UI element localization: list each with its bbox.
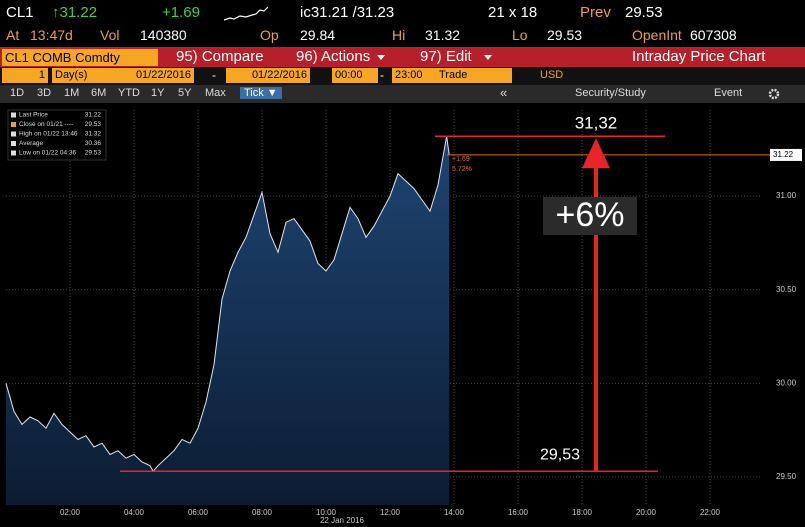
annotation: 5.72% [452,166,472,173]
price-area [6,136,450,505]
y-tick-label: 29.50 [776,472,797,481]
at-label: At [6,27,20,43]
vol-label: Vol [100,27,120,43]
level-label: 29,53 [540,447,580,464]
lo-label: Lo [512,27,528,43]
range-tab[interactable]: Max [205,87,226,99]
annotation: +1.69 [452,156,470,163]
legend-box [7,109,107,161]
tab-bar [0,85,805,103]
range-tab[interactable]: 6M [91,87,107,99]
last-price-label: 31.22 [773,150,794,159]
range-tab[interactable]: 1M [64,87,80,99]
legend-swatch [11,122,16,127]
security-input[interactable]: CL1 COMB Comdty [2,49,158,66]
level-label: 31,32 [575,114,618,133]
collapse-button[interactable]: « [500,85,508,100]
unit-select[interactable]: Day(s) [52,68,112,83]
end-time[interactable]: 23:00 [392,68,438,83]
legend-swatch [11,141,16,146]
dropdown-arrow [377,55,385,64]
start-time[interactable]: 00:00 [332,68,378,83]
annotation-box [543,197,637,235]
toolbar [0,47,805,67]
x-tick-label: 04:00 [124,508,145,517]
dash: - [380,68,384,82]
bid-ask: ic31.21 /31.23 [300,4,395,21]
x-tick-label: 22:00 [700,508,721,517]
legend-name: High on 01/22 13:46 [19,131,78,138]
legend-name: Low on 01/22 04:36 [19,150,76,157]
event-button[interactable]: Event [714,87,743,99]
x-axis-label: 22 Jan 2016 [320,516,365,525]
legend-value: 31.22 [85,112,102,119]
legend-swatch [11,131,16,137]
hi-label: Hi [392,27,406,43]
move-arrow-head [582,138,610,169]
x-tick-label: 14:00 [444,508,465,517]
price-line [5,136,450,473]
legend-name: Close on 01/21 ---- [19,121,73,128]
last-price-box [770,148,802,161]
time: 13:47d [30,27,73,43]
settings-icon[interactable] [768,88,780,100]
range-tab[interactable]: YTD [118,87,140,99]
size: 21 x 18 [488,4,538,21]
annotation: +6% [556,196,625,234]
y-tick-label: 31.00 [776,191,797,200]
x-tick-label: 12:00 [380,508,401,517]
edit-button[interactable]: 97) Edit [420,48,472,65]
prev: 29.53 [625,4,663,21]
legend-value: 31.32 [85,131,102,138]
hi: 31.32 [425,27,461,43]
x-tick-label: 18:00 [572,508,593,517]
legend-name: Last Price [19,112,48,119]
oi-label: OpenInt [632,27,682,43]
y-tick-label: 30.00 [776,378,797,387]
range-tab[interactable]: 3D [37,87,52,99]
ticker: CL1 [6,4,34,21]
legend-swatch [11,150,16,156]
legend-swatch [11,112,16,118]
legend-value: 29.53 [85,150,102,157]
x-tick-label: 06:00 [188,508,209,517]
sparkline [224,6,268,21]
dash: - [212,68,216,82]
range-tab[interactable]: 5Y [178,87,192,99]
end-date[interactable]: 01/22/2016 [226,68,310,83]
field-select[interactable]: Trade [436,68,512,83]
x-tick-label: 16:00 [508,508,529,517]
lo: 29.53 [547,27,583,43]
x-tick-label: 08:00 [252,508,273,517]
oi: 607308 [690,27,737,43]
security-study-button[interactable]: Security/Study [575,87,646,99]
last: ↑31.22 [52,4,98,21]
prev-label: Prev [580,4,611,21]
op-label: Op [260,27,279,43]
range-tab[interactable]: 1Y [151,87,165,99]
currency: USD [540,69,564,81]
legend-value: 30.36 [85,140,102,147]
actions-button[interactable]: 96) Actions [296,48,371,65]
x-tick-label: 02:00 [60,508,81,517]
y-tick-label: 30.50 [776,285,797,294]
range-tab[interactable]: Tick ▼ [240,87,282,99]
op: 29.84 [300,27,336,43]
range-tab[interactable]: 1D [10,87,25,99]
page-title: Intraday Price Chart [632,48,766,65]
change: +1.69 [162,4,200,21]
legend-value: 29.53 [85,121,102,128]
count-input[interactable]: 1 [2,68,48,83]
start-date[interactable]: 01/22/2016 [110,68,194,83]
dropdown-arrow [484,55,492,64]
x-tick-label: 10:00 [316,508,337,517]
vol: 140380 [140,27,187,43]
compare-button[interactable]: 95) Compare [176,48,264,65]
x-tick-label: 20:00 [636,508,657,517]
legend-name: Average [19,140,43,147]
